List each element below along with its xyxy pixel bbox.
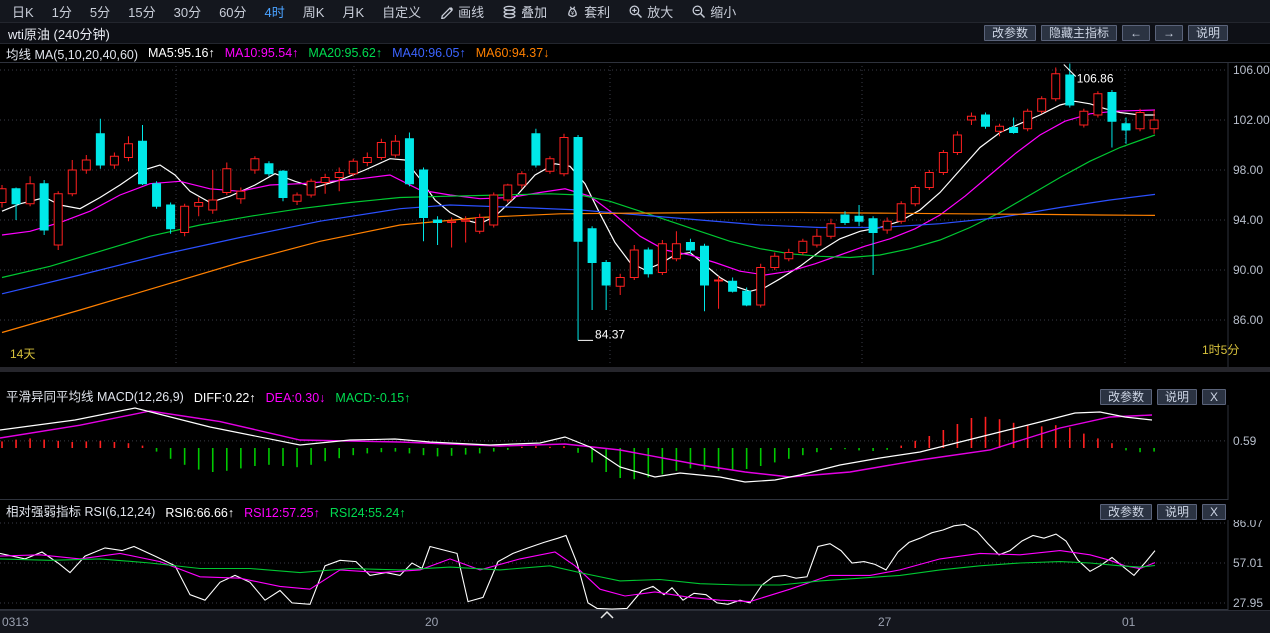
zoom-out-icon [692, 5, 706, 18]
rsi-value: RSI24:55.24↑ [329, 506, 406, 520]
ma-legend-item: MA10:95.54↑ [224, 46, 299, 60]
toolbar-tab-4时[interactable]: 4时 [264, 4, 285, 20]
rsi-button-说明[interactable]: 说明 [1156, 504, 1197, 520]
svg-text:27.95: 27.95 [1233, 596, 1263, 610]
svg-text:106.86: 106.86 [1077, 72, 1114, 86]
rsi-title: 相对强弱指标 RSI(6,12,24) [6, 505, 156, 519]
toolbar-tool-缩小[interactable]: 缩小 [691, 2, 736, 21]
titlebar-buttons: 改参数 隐藏主指标 ← → 说明 [983, 25, 1270, 41]
svg-text:94.00: 94.00 [1233, 213, 1263, 227]
rsi-chart[interactable]: 86.07 57.01 27.95 [0, 520, 1270, 610]
rsi-button-close[interactable]: X [1201, 504, 1226, 520]
ma-legend-item: MA20:95.62↑ [308, 46, 383, 60]
macd-value: DIFF:0.22↑ [193, 391, 256, 405]
panel-divider[interactable] [0, 367, 1270, 372]
svg-text:14天: 14天 [10, 347, 35, 361]
main-candlestick-chart[interactable]: 106.00 102.00 98.00 94.00 90.00 86.00 84.37 106… [0, 62, 1270, 367]
svg-text:98.00: 98.00 [1233, 163, 1263, 177]
collapse-caret-icon[interactable] [598, 610, 616, 619]
svg-text:106.00: 106.00 [1233, 63, 1270, 77]
svg-text:57.01: 57.01 [1233, 556, 1263, 570]
toolbar-tab-5分[interactable]: 5分 [89, 4, 111, 20]
pencil-icon [441, 6, 454, 19]
macd-header: 平滑异同平均线 MACD(12,26,9) DIFF:0.22↑ DEA:0.30… [0, 372, 1270, 405]
macd-header-buttons: 改参数 说明 X [1099, 389, 1270, 405]
titlebar-button-隐藏主指标[interactable]: 隐藏主指标 [1040, 25, 1117, 41]
svg-text:86.07: 86.07 [1233, 520, 1263, 530]
layers-icon [503, 5, 516, 18]
ma-legend-item: MA5:95.16↑ [148, 46, 215, 60]
titlebar-button-→[interactable]: → [1154, 25, 1183, 41]
zoom-in-icon [629, 5, 643, 18]
toolbar-tab-月K[interactable]: 月K [342, 4, 365, 20]
time-axis-label: 20 [425, 615, 439, 629]
ma-legend-bar: 均线 MA(5,10,20,40,60) MA5:95.16↑ MA10:95.5… [0, 44, 1270, 62]
titlebar-button-←[interactable]: ← [1121, 25, 1150, 41]
macd-values: DIFF:0.22↑ DEA:0.30↓ MACD:-0.15↑ [194, 391, 411, 405]
rsi-values: RSI6:66.66↑ RSI12:57.25↑ RSI24:55.24↑ [165, 506, 405, 520]
titlebar-button-说明[interactable]: 说明 [1187, 25, 1228, 41]
ma-legend-item: MA40:96.05↑ [392, 46, 466, 60]
toolbar-tab-自定义[interactable]: 自定义 [382, 4, 422, 20]
toolbar-tab-15分[interactable]: 15分 [128, 4, 156, 20]
toolbar-tab-日K[interactable]: 日K [12, 4, 34, 20]
macd-button-改参数[interactable]: 改参数 [1099, 389, 1152, 405]
toolbar-tab-1分[interactable]: 1分 [51, 4, 72, 20]
macd-chart[interactable]: 0.59 [0, 405, 1270, 500]
time-axis-label: 01 [1122, 615, 1136, 629]
toolbar-tool-叠加[interactable]: 叠加 [502, 2, 547, 21]
macd-value: DEA:0.30↓ [265, 391, 326, 405]
time-axis: 0313 20 27 01 [0, 610, 1270, 633]
toolbar-tab-30分[interactable]: 30分 [173, 4, 202, 20]
time-axis-label: 27 [878, 615, 892, 629]
toolbar-tool-套利[interactable]: ¥ 套利 [565, 2, 610, 21]
svg-text:90.00: 90.00 [1233, 263, 1263, 277]
ma-legend-item: MA60:94.37↓ [475, 46, 550, 60]
svg-text:102.00: 102.00 [1233, 113, 1270, 127]
macd-title: 平滑异同平均线 MACD(12,26,9) [6, 390, 184, 404]
toolbar-tool-画线[interactable]: 画线 [439, 2, 484, 21]
svg-text:0.59: 0.59 [1233, 434, 1257, 448]
time-axis-label: 0313 [2, 615, 29, 629]
rsi-header-buttons: 改参数 说明 X [1099, 504, 1270, 520]
title-bar: wti原油 (240分钟) 改参数 隐藏主指标 ← → 说明 [0, 23, 1270, 44]
instrument-title: wti原油 (240分钟) [8, 26, 110, 42]
svg-text:¥: ¥ [571, 11, 575, 17]
rsi-header: 相对强弱指标 RSI(6,12,24) RSI6:66.66↑ RSI12:57.… [0, 500, 1270, 520]
ma-legend-prefix: 均线 MA(5,10,20,40,60) [6, 47, 139, 62]
svg-text:86.00: 86.00 [1233, 313, 1263, 327]
toolbar-tool-放大[interactable]: 放大 [628, 2, 673, 21]
toolbar-tab-60分[interactable]: 60分 [219, 4, 247, 20]
svg-text:84.37: 84.37 [595, 327, 625, 341]
svg-text:1时5分: 1时5分 [1202, 343, 1239, 357]
titlebar-button-改参数[interactable]: 改参数 [983, 25, 1036, 41]
macd-value: MACD:-0.15↑ [335, 391, 411, 405]
top-toolbar: 日K 1分 5分 15分 30分 60分 4时 周K 月K 自定义 画线 叠加 ¥ 套利 放大 缩小 [0, 0, 1270, 23]
moneybag-icon: ¥ [568, 5, 578, 17]
rsi-value: RSI12:57.25↑ [244, 506, 320, 520]
rsi-value: RSI6:66.66↑ [165, 506, 235, 520]
rsi-button-改参数[interactable]: 改参数 [1099, 504, 1152, 520]
macd-button-说明[interactable]: 说明 [1156, 389, 1197, 405]
toolbar-tab-周K[interactable]: 周K [302, 4, 325, 20]
macd-button-close[interactable]: X [1201, 389, 1226, 405]
